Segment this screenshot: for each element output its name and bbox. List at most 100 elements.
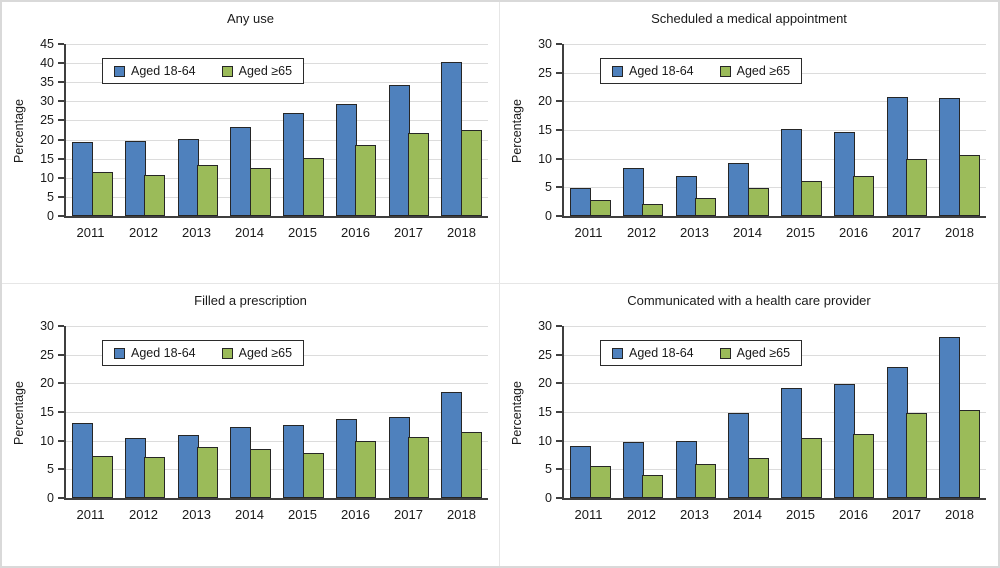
y-axis-tick	[58, 100, 64, 103]
gridline	[66, 120, 488, 122]
bar-aged-18-64-2014	[230, 126, 252, 216]
bar-group-2012	[617, 441, 670, 498]
y-tick-label: 15	[40, 151, 54, 166]
legend: Aged 18-64 Aged ≥65	[102, 58, 305, 84]
bar-aged-65-2012	[144, 174, 166, 216]
legend-label: Aged ≥65	[736, 346, 791, 360]
bar-aged-18-64-2018	[441, 62, 463, 216]
y-tick-label: 5	[545, 462, 552, 477]
bar-aged-18-64-2016	[335, 419, 357, 498]
y-tick-label: 5	[47, 189, 54, 204]
bar-group-2016	[828, 132, 881, 216]
gridline	[66, 196, 488, 198]
y-tick-label: 25	[538, 65, 552, 80]
y-tick-label: 20	[40, 132, 54, 147]
y-axis-tick	[556, 382, 562, 385]
legend-label: Aged 18-64	[131, 346, 196, 360]
bar-group-2017	[881, 97, 934, 216]
y-axis-tick	[556, 215, 562, 217]
bar-aged-65-2011	[91, 172, 113, 216]
bar-aged-65-2012	[642, 475, 664, 498]
legend-swatch-aged-65plus-icon	[719, 347, 731, 359]
x-tick-label: 2018	[447, 507, 476, 522]
x-tick-label: 2012	[129, 225, 158, 240]
gridline	[564, 326, 986, 327]
x-axis-labels: 2011 2012 2013 2014 2015 2016 2017 2018	[64, 507, 488, 522]
y-axis-tick	[556, 100, 562, 103]
bar-aged-18-64-2014	[728, 162, 750, 216]
bar-group-2018	[933, 98, 986, 216]
y-axis-tick	[556, 157, 562, 160]
bar-aged-18-64-2018	[441, 391, 463, 498]
x-tick-label: 2017	[394, 225, 423, 240]
bar-aged-65-2015	[800, 181, 822, 216]
chart-panel-any-use: Any use Percentage Aged 18-64 Aged ≥65 0…	[2, 2, 500, 284]
x-tick-label: 2016	[341, 507, 370, 522]
plot-area: 0 5 10 15 20 25 30	[538, 319, 986, 505]
bars-container	[564, 326, 986, 498]
y-tick-label: 20	[538, 94, 552, 109]
bar-group-2014	[224, 126, 277, 216]
bar-group-2012	[617, 168, 670, 216]
y-tick-label: 0	[47, 491, 54, 505]
gridline	[564, 130, 986, 131]
bar-aged-18-64-2014	[728, 412, 750, 498]
x-tick-label: 2012	[129, 507, 158, 522]
y-tick-label: 15	[538, 405, 552, 419]
bar-aged-18-64-2016	[335, 104, 357, 216]
bar-aged-18-64-2018	[939, 336, 961, 498]
y-tick-label: 10	[40, 433, 54, 448]
legend-swatch-aged-18-64-icon	[114, 347, 125, 359]
bar-aged-18-64-2017	[886, 97, 908, 216]
gridline	[564, 158, 986, 160]
y-axis-tick	[58, 138, 64, 141]
y-tick-label: 25	[40, 347, 54, 362]
gridline	[564, 187, 986, 189]
chart-panel-scheduled-appointment: Scheduled a medical appointment Percenta…	[500, 2, 998, 284]
y-axis-tick	[556, 129, 562, 131]
bar-aged-65-2011	[589, 199, 611, 216]
gridline	[564, 383, 986, 385]
plot-area: 0 5 10 15 20 25 30 35 40 45	[40, 37, 488, 223]
bar-group-2015	[775, 387, 828, 498]
bar-group-2011	[564, 187, 617, 216]
gridline	[564, 440, 986, 442]
bar-aged-65-2014	[249, 448, 271, 498]
bar-aged-18-64-2018	[939, 98, 961, 216]
legend-label: Aged 18-64	[629, 64, 694, 78]
gridline	[66, 326, 488, 327]
bar-group-2013	[172, 434, 225, 498]
bar-aged-18-64-2011	[570, 187, 592, 216]
y-tick-label: 35	[40, 75, 54, 90]
legend-label: Aged 18-64	[629, 346, 694, 360]
bar-group-2011	[66, 142, 119, 216]
legend-item-aged-65plus: Aged ≥65	[221, 346, 292, 360]
y-tick-label: 5	[545, 180, 552, 195]
bar-aged-18-64-2012	[622, 441, 644, 498]
bar-group-2012	[119, 438, 172, 498]
y-tick-label: 30	[538, 37, 552, 51]
y-axis-tick	[58, 176, 64, 179]
x-tick-label: 2011	[574, 225, 603, 240]
gridline	[66, 440, 488, 442]
plot-area: 0 5 10 15 20 25 30	[538, 37, 986, 223]
bar-aged-65-2013	[197, 165, 219, 216]
legend-item-aged-18-64: Aged 18-64	[612, 346, 694, 360]
y-tick-label: 15	[538, 123, 552, 137]
x-tick-label: 2016	[341, 225, 370, 240]
y-tick-label: 25	[40, 113, 54, 128]
y-axis-tick	[556, 325, 562, 327]
bar-aged-18-64-2013	[675, 175, 697, 216]
gridline	[564, 412, 986, 413]
gridline	[564, 101, 986, 103]
y-axis-tick	[58, 119, 64, 122]
x-tick-label: 2013	[680, 507, 709, 522]
bar-aged-65-2018	[958, 155, 980, 216]
legend-label: Aged ≥65	[736, 64, 791, 78]
gridline	[66, 44, 488, 45]
bar-aged-18-64-2015	[781, 387, 803, 498]
legend-item-aged-65plus: Aged ≥65	[719, 346, 791, 360]
chart-title: Filled a prescription	[194, 293, 307, 308]
bar-aged-18-64-2017	[886, 367, 908, 498]
x-tick-label: 2011	[574, 507, 603, 522]
